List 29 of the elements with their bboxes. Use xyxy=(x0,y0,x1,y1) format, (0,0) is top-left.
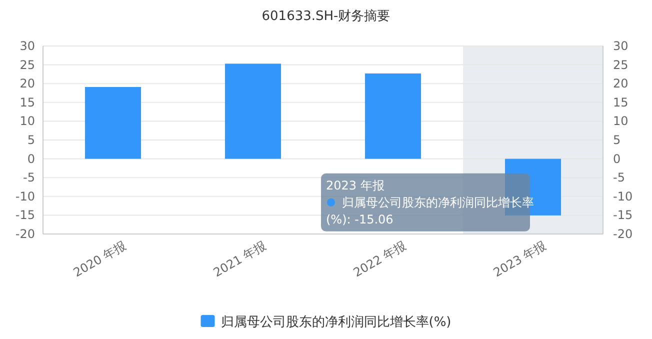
bar xyxy=(365,73,421,159)
chart-title: 601633.SH-财务摘要 xyxy=(262,9,390,24)
y-tick-label: 15 xyxy=(20,95,35,110)
y-tick-label: -15 xyxy=(15,208,35,222)
y2-tick-label: 30 xyxy=(613,39,628,53)
y-tick-label: 30 xyxy=(20,39,35,53)
bar xyxy=(225,64,281,159)
y-tick-label: -10 xyxy=(15,189,35,204)
y-tick-label: 5 xyxy=(27,133,35,147)
y-tick-label: -5 xyxy=(23,170,35,185)
y2-tick-label: 25 xyxy=(613,58,628,72)
annotation: 归属母公司股东的净利润同比增长率(%): -15.06 xyxy=(326,195,534,226)
y2-tick-label: 0 xyxy=(613,152,621,166)
y2-tick-label: 5 xyxy=(613,133,621,147)
y-tick-label: 10 xyxy=(20,114,35,128)
y2-tick-label: 20 xyxy=(613,76,628,91)
bar xyxy=(85,86,141,159)
y-tick-label: 25 xyxy=(20,58,35,72)
y2-tick-label: -15 xyxy=(613,208,633,222)
y-tick-label: 0 xyxy=(27,152,35,166)
annotation: 2023 年报 xyxy=(326,178,384,192)
y-tick-label: -20 xyxy=(15,227,35,241)
y-tick-label: 20 xyxy=(20,76,35,91)
y2-tick-label: 10 xyxy=(613,114,628,128)
y2-tick-label: -5 xyxy=(613,170,625,185)
y2-tick-label: -10 xyxy=(613,189,633,204)
y2-tick-label: -20 xyxy=(613,227,633,241)
legend-label: 归属母公司股东的净利润同比增长率(%) xyxy=(220,314,452,330)
y2-tick-label: 15 xyxy=(613,95,628,110)
